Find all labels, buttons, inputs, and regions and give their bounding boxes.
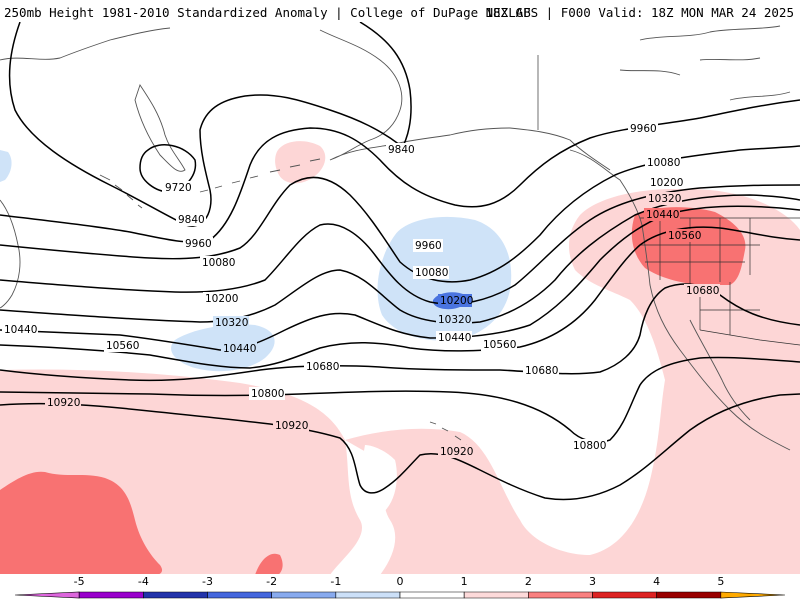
contour-10920 [0, 393, 800, 501]
aleutian-islands [199, 158, 321, 193]
colorbar-tick-label: 2 [525, 575, 532, 588]
contour-label: 10200 [205, 293, 238, 305]
baja-coastline [689, 319, 751, 421]
contour-label: 10920 [440, 446, 473, 458]
contour-label: 9840 [178, 214, 205, 226]
colorbar-tick-label: -1 [330, 575, 341, 588]
contour-label: 10920 [47, 397, 80, 409]
colorbar-tick-label: 5 [717, 575, 724, 588]
colorbar-tick-label: 0 [397, 575, 404, 588]
contour-label: 10440 [646, 209, 679, 221]
colorbar-tick-label: -5 [74, 575, 85, 588]
arctic-islands [619, 25, 791, 101]
contour-10800 [0, 356, 800, 443]
pacific-northwest-coastline [569, 149, 791, 451]
japan-coastline [0, 199, 21, 309]
contour-label: 9960 [630, 123, 657, 135]
kuril-islands [99, 174, 143, 209]
colorbar-tick-label: -4 [138, 575, 149, 588]
alaska-coastline [319, 29, 611, 171]
coastlines [0, 25, 791, 451]
map-title: 250mb Height 1981-2010 Standardized Anom… [4, 5, 531, 20]
contour-label: 10200 [650, 177, 683, 189]
contour-label: 10680 [686, 285, 719, 297]
contour-label: 10920 [275, 420, 308, 432]
colorbar-segment [399, 591, 465, 599]
colorbar-tick-label: -3 [202, 575, 213, 588]
title-bar: 250mb Height 1981-2010 Standardized Anom… [0, 0, 800, 22]
colorbar-tick-label: 1 [461, 575, 468, 588]
contour-label: 10800 [573, 440, 606, 452]
colorbar-segment [656, 591, 722, 599]
colorbar-tick-label: 3 [589, 575, 596, 588]
colorbar-tick-label: 4 [653, 575, 660, 588]
hawaii-islands [429, 421, 471, 450]
colorbar-segment [78, 591, 144, 599]
contour-label: 9960 [185, 238, 212, 250]
siberia-coastline [0, 27, 171, 61]
contour-label: 9720 [165, 182, 192, 194]
contour-label: 9960 [415, 240, 442, 252]
anomaly-colorbar: -5 -4 -3 -2 -1 0 1 2 3 4 5 [0, 574, 800, 600]
colorbar-segment [592, 591, 657, 599]
kamchatka-coastline [134, 83, 186, 172]
contour-label: 10080 [415, 267, 448, 279]
contour-label: 10680 [306, 361, 339, 373]
contour-label: 10320 [438, 314, 471, 326]
colorbar-segment [528, 591, 593, 599]
height-anomaly-map: 9720 9840 9840 9960 9960 9960 10080 1008… [0, 22, 800, 575]
colorbar-segment [207, 591, 272, 599]
contour-label: 10080 [647, 157, 680, 169]
colorbar-segments [14, 591, 786, 599]
contour-label: 10560 [106, 340, 139, 352]
contour-label: 10680 [525, 365, 558, 377]
southwest-red-region [0, 471, 163, 575]
contour-9840-west [8, 22, 401, 227]
model-run-info: 18Z GFS | F000 Valid: 18Z MON MAR 24 202… [485, 5, 794, 20]
contour-label: 10560 [668, 230, 701, 242]
colorbar-segment [720, 591, 786, 599]
contour-label: 10440 [223, 343, 256, 355]
contour-10440 [0, 205, 800, 351]
political-borders [537, 55, 800, 346]
contour-label: 10800 [251, 388, 284, 400]
contour-label: 10320 [648, 193, 681, 205]
contour-label: 10440 [438, 332, 471, 344]
colorbar-segment [271, 591, 337, 599]
contour-9840-north [359, 22, 412, 153]
colorbar-tick-label: -2 [266, 575, 277, 588]
colorbar-segment [143, 591, 208, 599]
contour-label: 10320 [215, 317, 248, 329]
contour-labels: 9720 9840 9840 9960 9960 9960 10080 1008… [2, 122, 720, 458]
state-borders [640, 218, 760, 335]
contour-label: 10440 [4, 324, 37, 336]
colorbar-segment [463, 591, 529, 599]
gulf-of-alaska-pink-region [275, 141, 326, 184]
contour-label: 9840 [388, 144, 415, 156]
contour-label: 10560 [483, 339, 516, 351]
colorbar-segment [335, 591, 401, 599]
us-mexico-border [699, 329, 800, 346]
contour-label: 10200 [440, 295, 473, 307]
contour-label: 10080 [202, 257, 235, 269]
contour-10080 [0, 145, 800, 283]
colorbar-labels: -5 -4 -3 -2 -1 0 1 2 3 4 5 [74, 575, 725, 588]
